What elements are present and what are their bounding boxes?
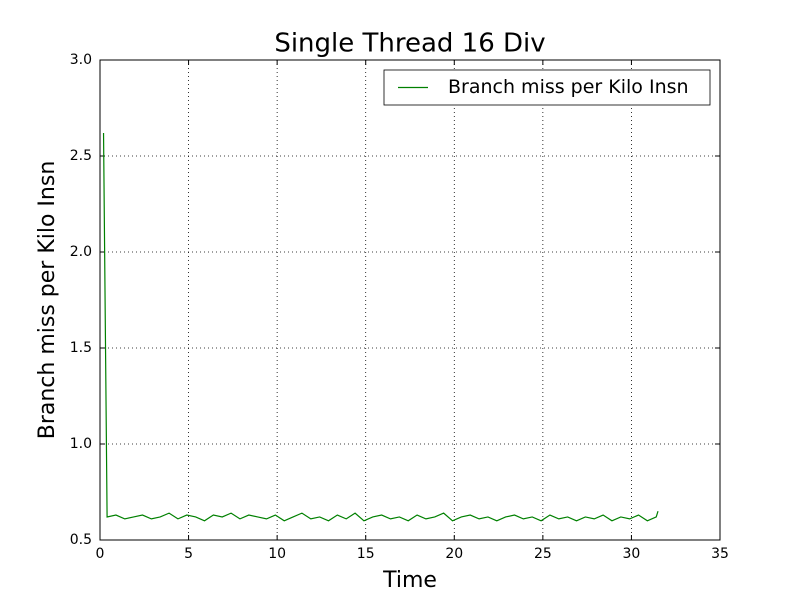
x-tick-label: 25 (534, 546, 552, 562)
x-tick-label: 0 (96, 546, 105, 562)
legend-box (383, 69, 711, 106)
x-axis-label: Time (382, 568, 437, 593)
y-tick-label: 1.5 (70, 340, 92, 356)
legend-label: Branch miss per Kilo Insn (448, 76, 689, 98)
y-tick-label: 3.0 (70, 52, 92, 68)
data-line (102, 132, 659, 522)
x-tick-label: 10 (268, 546, 286, 562)
x-tick-label: 5 (184, 546, 193, 562)
x-tick-label: 15 (357, 546, 375, 562)
y-tick-label: 2.5 (70, 148, 92, 164)
x-tick-label: 20 (445, 546, 463, 562)
chart-title: Single Thread 16 Div (274, 29, 545, 59)
y-tick-label: 2.0 (70, 244, 92, 260)
y-axis-label: Branch miss per Kilo Insn (35, 161, 60, 440)
y-tick-label: 0.5 (70, 532, 92, 548)
y-tick-label: 1.0 (70, 436, 92, 452)
plot-frame (99, 59, 721, 541)
x-tick-label: 35 (711, 546, 729, 562)
x-tick-label: 30 (623, 546, 641, 562)
